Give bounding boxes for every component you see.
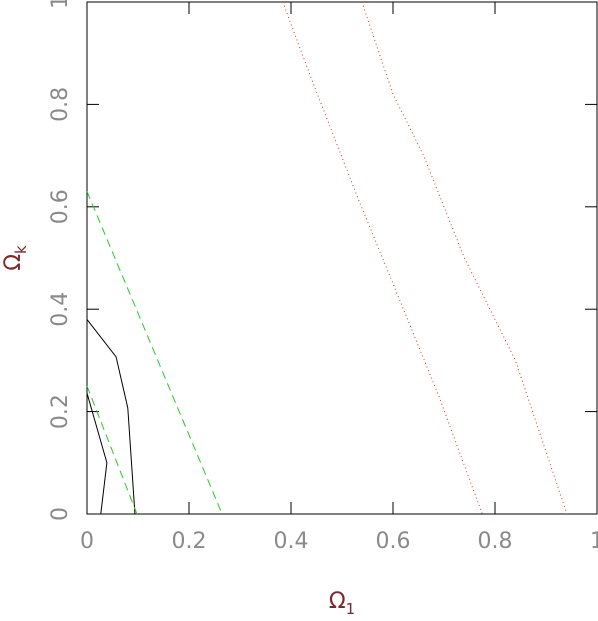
x-label-symbol: Ω [329,589,346,614]
y-axis-label: Ωk [1,245,30,271]
x-tick-label: 0.4 [274,529,309,554]
x-label-subscript: 1 [346,600,356,618]
y-tick-label: 0 [48,507,73,521]
y-tick-label: 0.2 [48,394,73,429]
y-tick-label: 1 [48,0,73,9]
plot-frame [86,1,598,515]
x-tick-label: 0.6 [376,529,411,554]
contour-line [282,1,483,515]
y-tick-label: 0.6 [48,189,73,224]
y-tick-label: 0.8 [48,87,73,122]
x-axis-label: Ω1 [329,589,355,618]
x-tick-label: 1 [590,529,598,554]
y-tick-label: 0.4 [48,292,73,327]
y-label-subscript: k [12,245,30,254]
x-tick-label: 0.2 [172,529,207,554]
contour-line [86,191,223,515]
contour-line [361,1,568,515]
y-label-symbol: Ω [1,254,26,271]
x-tick-label: 0 [80,529,94,554]
x-tick-label: 0.8 [478,529,513,554]
contour-line [86,393,108,515]
contour-line [86,319,136,515]
contour-line [86,385,138,515]
